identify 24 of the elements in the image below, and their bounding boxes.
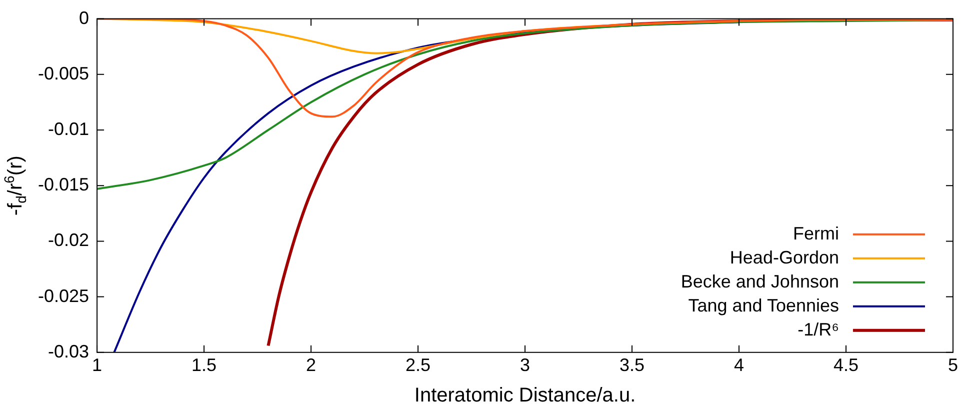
x-tick-label: 3 [520, 355, 530, 376]
y-tick-label: -0.01 [48, 118, 90, 139]
y-tick-label: -0.015 [38, 174, 90, 195]
y-tick-label: -0.025 [38, 286, 90, 306]
x-tick-label: 1.5 [192, 355, 217, 376]
y-tick-label: 0 [79, 8, 90, 28]
y-tick-label: -0.005 [38, 63, 90, 84]
line-series [97, 18, 953, 118]
x-tick-label: 2 [306, 355, 316, 376]
x-tick-label: 1 [92, 355, 102, 376]
x-tick-label: 5 [948, 355, 958, 376]
legend-label: Head-Gordon [730, 247, 839, 268]
x-tick-label: 4.5 [833, 355, 859, 376]
legend-label: Tang and Toennies [688, 295, 839, 316]
y-tick-label: -0.02 [48, 230, 90, 250]
legend-label: Becke and Johnson [680, 271, 839, 292]
legend-label: Fermi [793, 223, 839, 244]
x-tick-label: 2.5 [406, 355, 431, 376]
y-tick-label: -0.03 [48, 341, 90, 362]
legend-label: -1/R⁶ [798, 319, 839, 340]
x-tick-label: 4 [734, 355, 744, 376]
y-axis-title: -fd/r6(r) [0, 156, 29, 216]
x-axis-title: Interatomic Distance/a.u. [414, 384, 636, 407]
x-tick-label: 3.5 [620, 355, 645, 376]
